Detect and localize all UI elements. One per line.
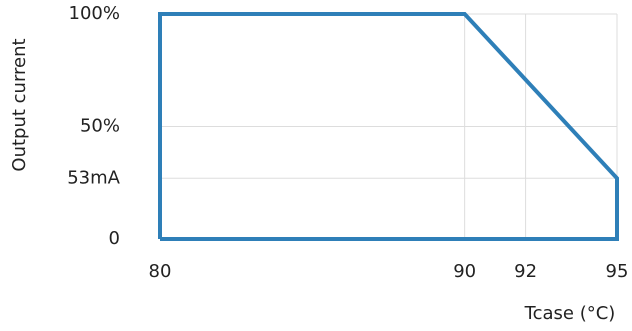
y-tick-label: 0	[109, 228, 120, 249]
x-tick-label: 90	[453, 261, 476, 282]
x-tick-label: 95	[606, 261, 629, 282]
line	[158, 12, 619, 241]
x-axis-label: Tcase (°C)	[524, 303, 616, 324]
y-tick-label: 53mA	[67, 167, 120, 188]
x-tick-label: 92	[514, 261, 537, 282]
y-tick-label: 50%	[80, 116, 120, 137]
x-tick-label: 80	[149, 261, 172, 282]
y-tick-label: 100%	[69, 3, 120, 24]
y-axis-label: Output current	[9, 38, 30, 171]
